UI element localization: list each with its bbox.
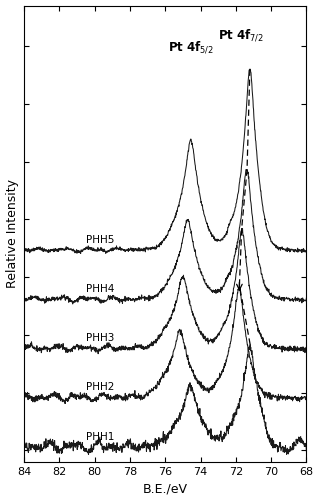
Text: Pt 4f$_{7/2}$: Pt 4f$_{7/2}$ [218,28,264,43]
Text: PHH3: PHH3 [86,333,114,343]
Text: PHH5: PHH5 [86,235,114,245]
Text: PHH4: PHH4 [86,284,114,294]
X-axis label: B.E./eV: B.E./eV [143,482,188,495]
Text: PHH1: PHH1 [86,432,114,442]
Text: PHH2: PHH2 [86,382,114,392]
Text: Pt 4f$_{5/2}$: Pt 4f$_{5/2}$ [168,39,214,55]
Y-axis label: Relative Intensity: Relative Intensity [5,179,19,288]
